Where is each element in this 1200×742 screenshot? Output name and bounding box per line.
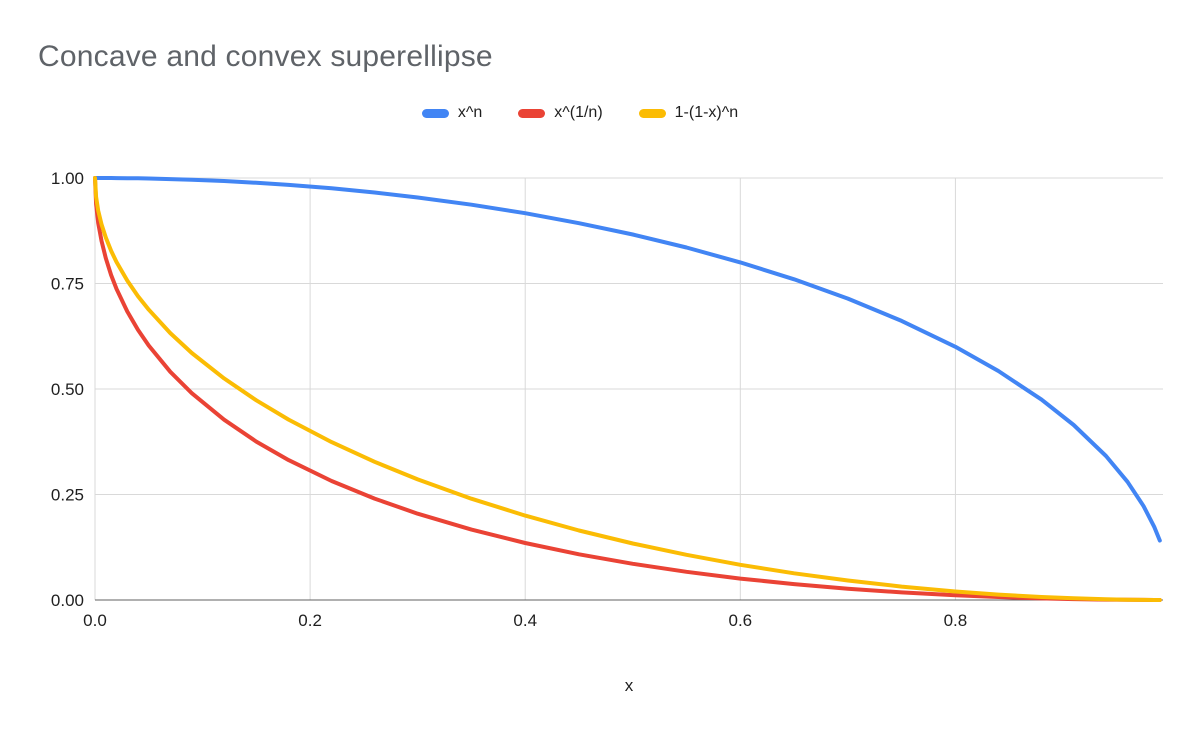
y-tick-label: 0.00 — [51, 591, 84, 610]
y-tick-label: 0.50 — [51, 380, 84, 399]
x-tick-label: 0.6 — [728, 611, 752, 630]
chart-title: Concave and convex superellipse — [38, 40, 493, 73]
series-line-1-(1-x)^n[interactable] — [93, 176, 1162, 602]
x-tick-label: 0.2 — [298, 611, 322, 630]
legend-label: x^n — [457, 104, 483, 121]
y-tick-label: 0.75 — [51, 275, 84, 294]
legend-item[interactable]: x^n — [421, 104, 483, 122]
x-tick-label: 0.8 — [944, 611, 968, 630]
y-tick-label: 1.00 — [51, 169, 84, 188]
legend-item[interactable]: 1-(1-x)^n — [638, 104, 739, 122]
y-tick-label: 0.25 — [51, 486, 84, 505]
x-tick-label: 0.4 — [513, 611, 537, 630]
legend-label: 1-(1-x)^n — [674, 104, 739, 121]
legend-swatch-icon — [518, 108, 546, 118]
x-axis-title: x — [624, 676, 634, 695]
legend-swatch-icon — [638, 108, 666, 118]
legend-swatch-icon — [421, 108, 449, 118]
x-tick-label: 0.0 — [83, 611, 107, 630]
legend-item[interactable]: x^(1/n) — [518, 104, 603, 122]
legend-label: x^(1/n) — [554, 104, 603, 121]
series-line-x^n[interactable] — [93, 176, 1162, 543]
legend: x^n x^(1/n) 1-(1-x)^n — [0, 104, 1160, 122]
